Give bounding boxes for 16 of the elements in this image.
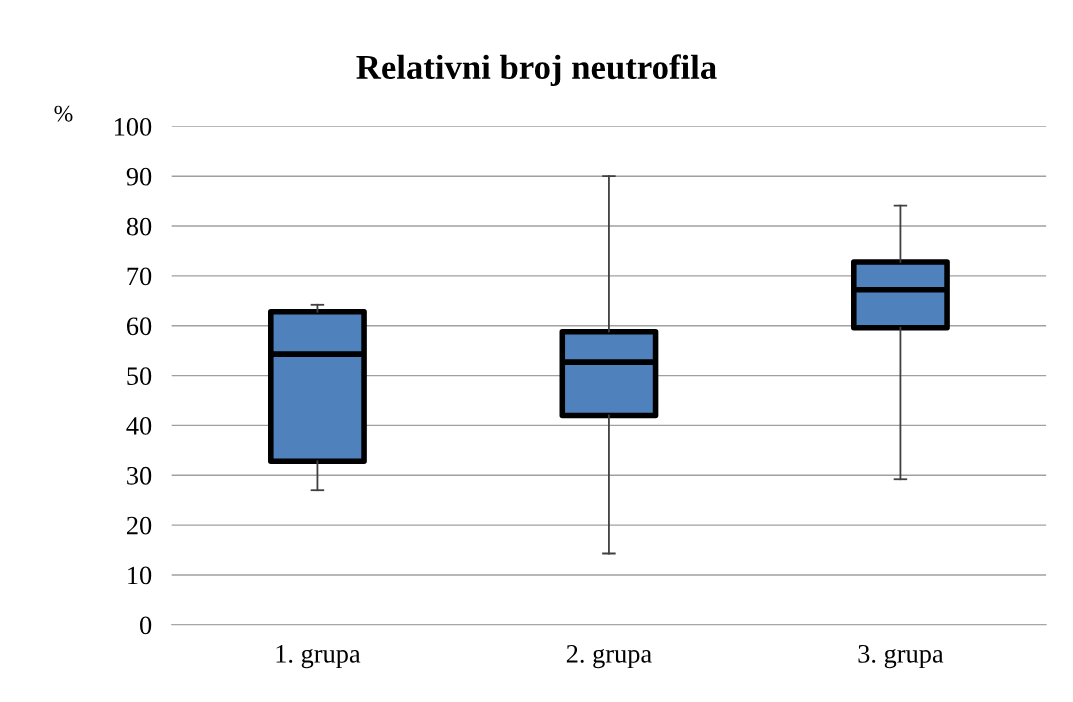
y-tick-label: 100	[114, 117, 152, 136]
y-tick-label: 30	[127, 466, 152, 485]
y-tick-label: 50	[127, 367, 152, 385]
y-tick-label: 20	[127, 516, 152, 535]
y-tick-label: 80	[126, 217, 152, 236]
chart-title: Relativni broj neutrofila	[356, 54, 717, 87]
x-tick-label: 3. grupa	[858, 644, 944, 669]
y-tick-label: 40	[126, 417, 152, 435]
y-tick-label: 0	[140, 616, 152, 635]
x-tick-label: 1. grupa	[276, 645, 361, 669]
y-tick-label: 60	[126, 317, 152, 336]
x-tick-label: 2. grupa	[566, 644, 652, 669]
y-axis-title: %	[54, 105, 73, 122]
y-tick-label: 10	[128, 566, 152, 585]
y-tick-label: 70	[127, 267, 152, 286]
y-tick-label: 90	[126, 167, 152, 186]
